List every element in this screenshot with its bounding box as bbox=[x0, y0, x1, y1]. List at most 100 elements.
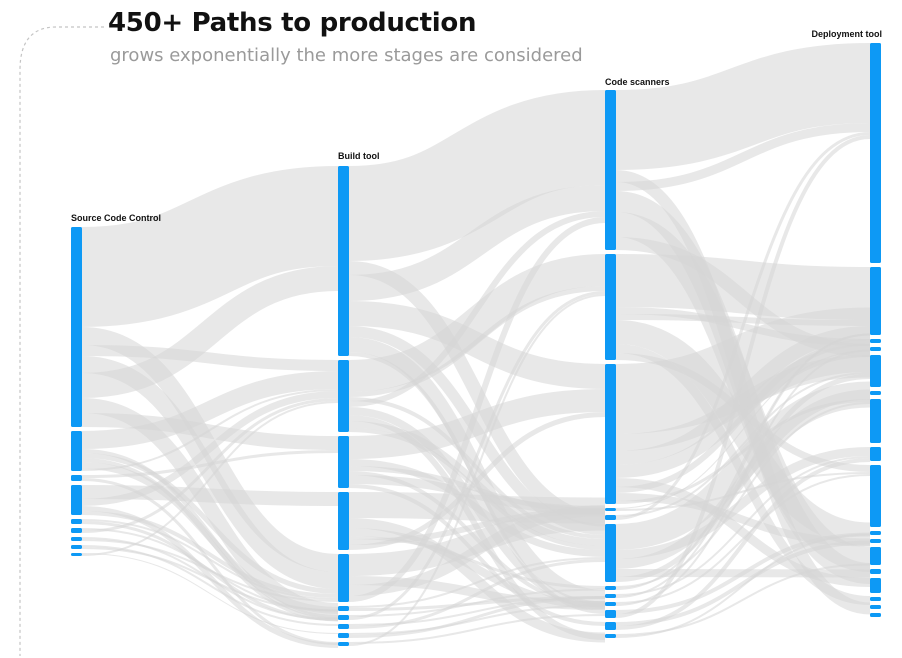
sankey-link bbox=[348, 412, 606, 550]
sankey-link bbox=[81, 371, 339, 449]
sankey-node bbox=[870, 355, 881, 387]
sankey-link bbox=[348, 389, 606, 459]
sankey-link bbox=[81, 389, 339, 471]
sankey-node bbox=[605, 90, 616, 250]
sankey-node bbox=[870, 43, 881, 263]
sankey-node bbox=[338, 554, 349, 602]
sankey-link bbox=[615, 458, 871, 630]
sankey-link bbox=[615, 472, 871, 511]
sankey-link bbox=[81, 453, 339, 594]
sankey-links bbox=[81, 43, 871, 648]
sankey-link bbox=[615, 326, 871, 465]
sankey-link bbox=[348, 291, 606, 620]
stage-label-source-code-control: Source Code Control bbox=[71, 213, 162, 223]
sankey-node bbox=[870, 613, 881, 617]
sankey-node bbox=[71, 431, 82, 471]
sankey-link bbox=[81, 511, 339, 598]
sankey-node bbox=[870, 547, 881, 565]
sankey-link bbox=[615, 339, 871, 493]
sankey-link bbox=[348, 185, 606, 301]
sankey-link bbox=[348, 254, 606, 392]
sankey-link bbox=[615, 372, 871, 517]
sankey-node bbox=[338, 615, 349, 620]
sankey-link bbox=[348, 614, 606, 644]
sankey-node bbox=[870, 465, 881, 527]
sankey-link bbox=[348, 211, 606, 407]
sankey-link bbox=[615, 320, 871, 547]
sankey-node bbox=[338, 606, 349, 611]
sankey-link bbox=[81, 398, 339, 533]
sankey-link bbox=[615, 333, 871, 598]
sankey-link bbox=[348, 596, 606, 638]
sankey-node bbox=[71, 537, 82, 541]
sankey-link bbox=[81, 462, 339, 614]
sankey-link bbox=[81, 547, 339, 612]
sankey-link bbox=[615, 474, 871, 604]
bracket-line bbox=[19, 26, 104, 656]
sankey-node bbox=[870, 539, 881, 543]
sankey-link bbox=[347, 90, 607, 261]
sankey-link bbox=[615, 123, 871, 191]
sankey-link bbox=[348, 508, 606, 576]
sankey-node bbox=[605, 508, 616, 511]
sankey-node bbox=[605, 364, 616, 504]
sankey-link bbox=[615, 456, 871, 596]
sankey-node bbox=[338, 633, 349, 638]
sankey-node bbox=[870, 569, 881, 574]
sankey-link bbox=[348, 505, 606, 596]
sankey-link bbox=[615, 478, 871, 587]
sankey-node bbox=[338, 624, 349, 629]
sankey-link bbox=[348, 604, 606, 635]
sankey-node bbox=[338, 166, 349, 356]
sankey-link bbox=[615, 533, 871, 638]
sankey-node bbox=[870, 339, 881, 343]
sankey-link bbox=[81, 553, 339, 634]
chart-title: 450+ Paths to production bbox=[108, 8, 477, 38]
sankey-node bbox=[870, 578, 881, 593]
sankey-link bbox=[81, 539, 339, 602]
sankey-link bbox=[348, 301, 606, 389]
sankey-nodes bbox=[71, 43, 881, 646]
stage-label-deployment-tool: Deployment tool bbox=[811, 29, 882, 39]
sankey-link bbox=[615, 132, 871, 520]
chart-subtitle: grows exponentially the more stages are … bbox=[110, 45, 583, 66]
sankey-node bbox=[870, 267, 881, 335]
sankey-node bbox=[605, 610, 616, 618]
sankey-link bbox=[348, 294, 606, 646]
sankey-node bbox=[870, 391, 881, 395]
sankey-link bbox=[615, 344, 871, 478]
sankey-node bbox=[71, 553, 82, 556]
sankey-link bbox=[615, 254, 871, 320]
sankey-link bbox=[615, 402, 871, 588]
sankey-link bbox=[348, 286, 606, 397]
sankey-node bbox=[338, 492, 349, 550]
sankey-node bbox=[870, 597, 881, 601]
sankey-link bbox=[81, 266, 339, 398]
sankey-node bbox=[605, 622, 616, 630]
sankey-node bbox=[870, 531, 881, 535]
sankey-node bbox=[338, 436, 349, 488]
sankey-link bbox=[615, 447, 871, 559]
sankey-link bbox=[348, 588, 606, 617]
sankey-node bbox=[870, 347, 881, 351]
sankey-node bbox=[870, 399, 881, 443]
sankey-node bbox=[870, 447, 881, 461]
sankey-node bbox=[71, 227, 82, 427]
stage-label-code-scanners: Code scanners bbox=[605, 77, 670, 87]
sankey-link bbox=[615, 532, 871, 614]
sankey-link bbox=[81, 401, 339, 556]
sankey-link bbox=[81, 166, 339, 327]
sankey-node bbox=[605, 594, 616, 598]
sankey-node bbox=[71, 545, 82, 549]
sankey-link bbox=[615, 135, 871, 618]
sankey-link bbox=[348, 559, 606, 629]
sankey-link bbox=[81, 413, 339, 450]
sankey-node bbox=[338, 642, 349, 646]
sankey-node bbox=[605, 634, 616, 638]
sankey-node bbox=[71, 519, 82, 524]
sankey-node bbox=[605, 515, 616, 520]
sankey-link bbox=[81, 545, 339, 626]
sankey-node bbox=[605, 254, 616, 360]
